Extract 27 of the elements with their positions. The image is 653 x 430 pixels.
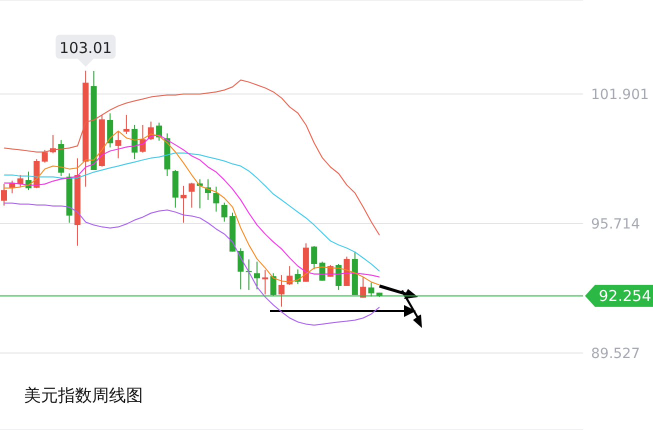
candlestick bbox=[262, 270, 268, 295]
candlestick bbox=[140, 124, 146, 154]
y-tick-label: 101.901 bbox=[591, 86, 649, 103]
line-series bbox=[4, 79, 380, 236]
ref-line-label: 92.254 bbox=[598, 286, 652, 305]
candlestick bbox=[278, 274, 284, 308]
candlestick bbox=[180, 185, 187, 224]
y-tick-label: 89.527 bbox=[591, 346, 640, 362]
candlestick bbox=[115, 131, 122, 159]
text: 美元指数周线图 bbox=[24, 385, 143, 407]
candlestick bbox=[368, 282, 374, 298]
candlestick bbox=[254, 261, 260, 290]
candlestick bbox=[270, 272, 276, 297]
candlestick bbox=[132, 124, 138, 160]
candlestick bbox=[123, 114, 130, 134]
candlestick bbox=[1, 184, 7, 206]
candlestick bbox=[107, 112, 114, 148]
candlestick bbox=[311, 245, 318, 270]
candlestick bbox=[221, 202, 228, 222]
line-series bbox=[4, 202, 380, 326]
candlestick bbox=[286, 266, 293, 286]
annotation: 103.01 bbox=[59, 38, 112, 57]
line-series bbox=[4, 152, 380, 272]
y-tick-label: 95.714 bbox=[591, 216, 640, 232]
candlestick bbox=[42, 149, 48, 164]
candlestick bbox=[188, 182, 195, 208]
candlestick bbox=[213, 186, 220, 212]
